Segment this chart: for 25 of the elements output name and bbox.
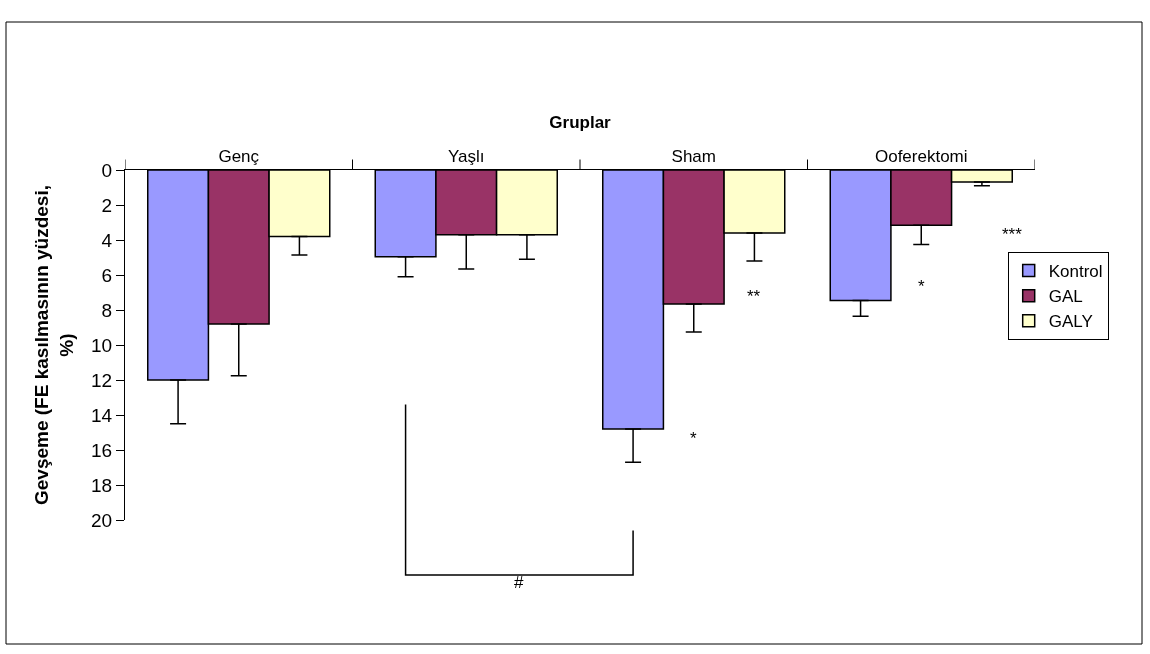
annotation: * [690, 429, 697, 448]
legend-label: Kontrol [1048, 262, 1103, 282]
y-tick-label: 16 [91, 439, 113, 461]
y-tick-label: 10 [91, 334, 113, 356]
y-tick-label: 2 [101, 194, 113, 216]
annotation: ** [747, 287, 761, 306]
annotation: *** [1002, 225, 1023, 244]
annotation: * [918, 277, 925, 296]
x-tick-label: Ooferektomi [874, 147, 968, 167]
y-tick-label: 4 [101, 229, 113, 251]
y-tick-label: 0 [101, 159, 113, 181]
y-axis-title: Gevşeme (FE kasılmasının yüzdesi, %) [31, 185, 77, 505]
y-tick-label: 18 [91, 474, 113, 496]
text: # [514, 573, 524, 592]
y-tick-label: 14 [91, 404, 113, 426]
y-tick-label: 6 [101, 264, 113, 286]
x-axis-title: Gruplar [549, 112, 612, 132]
legend-label: GAL [1048, 287, 1083, 307]
x-tick-label: Yaşlı [447, 147, 485, 167]
y-tick-label: 8 [101, 299, 113, 321]
legend-label: GALY [1048, 312, 1093, 332]
y-tick-label: 12 [91, 369, 113, 391]
x-tick-label: Sham [671, 147, 716, 167]
x-tick-label: Genç [218, 147, 260, 167]
y-tick-label: 20 [91, 509, 113, 531]
